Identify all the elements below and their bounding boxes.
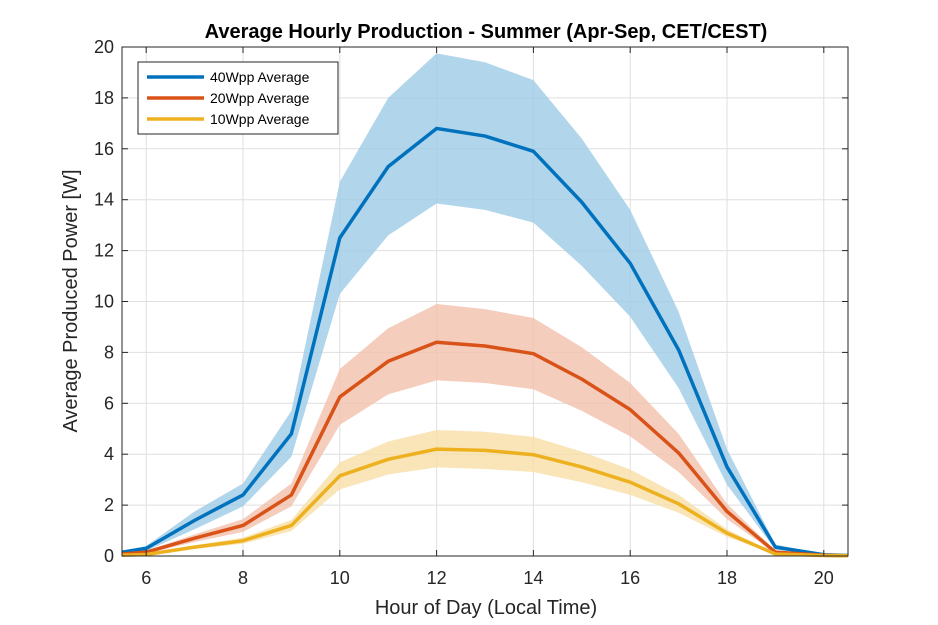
y-tick-label: 18 xyxy=(94,88,114,108)
x-tick-label: 6 xyxy=(141,568,151,588)
y-axis-label: Average Produced Power [W] xyxy=(60,169,82,432)
y-tick-label: 12 xyxy=(94,241,114,261)
band-series-2 xyxy=(122,304,848,556)
y-tick-label: 6 xyxy=(104,393,114,413)
legend-label-series-3: 10Wpp Average xyxy=(210,111,310,127)
x-tick-label: 10 xyxy=(330,568,350,588)
y-tick-label: 0 xyxy=(104,546,114,566)
band-series-1 xyxy=(122,53,848,556)
x-tick-label: 12 xyxy=(427,568,447,588)
legend-label-series-1: 40Wpp Average xyxy=(210,69,310,85)
x-tick-label: 20 xyxy=(814,568,834,588)
x-tick-label: 16 xyxy=(620,568,640,588)
x-tick-label: 18 xyxy=(717,568,737,588)
line-series-1 xyxy=(121,126,849,558)
chart-title: Average Hourly Production - Summer (Apr-… xyxy=(205,21,768,43)
y-tick-label: 2 xyxy=(104,495,114,515)
line-series-2 xyxy=(121,340,849,558)
y-tick-label: 14 xyxy=(94,190,114,210)
band-series-3 xyxy=(122,430,848,556)
line-series-3 xyxy=(121,447,849,558)
axes xyxy=(121,46,849,557)
y-tick-label: 20 xyxy=(94,37,114,57)
y-tick-label: 10 xyxy=(94,292,114,312)
y-tick-label: 8 xyxy=(104,342,114,362)
x-tick-label: 14 xyxy=(523,568,543,588)
y-tick-label: 16 xyxy=(94,139,114,159)
legend: 40Wpp Average 20Wpp Average 10Wpp Average xyxy=(137,61,339,135)
x-axis-label: Hour of Day (Local Time) xyxy=(375,597,597,619)
series-lines xyxy=(121,126,849,558)
confidence-bands xyxy=(122,53,848,556)
tick-labels: 6 8 10 12 14 16 18 20 0 2 4 6 8 10 12 14 16 18 20 xyxy=(94,37,834,588)
y-tick-label: 4 xyxy=(104,444,114,464)
x-tick-label: 8 xyxy=(238,568,248,588)
legend-label-series-2: 20Wpp Average xyxy=(210,90,310,106)
